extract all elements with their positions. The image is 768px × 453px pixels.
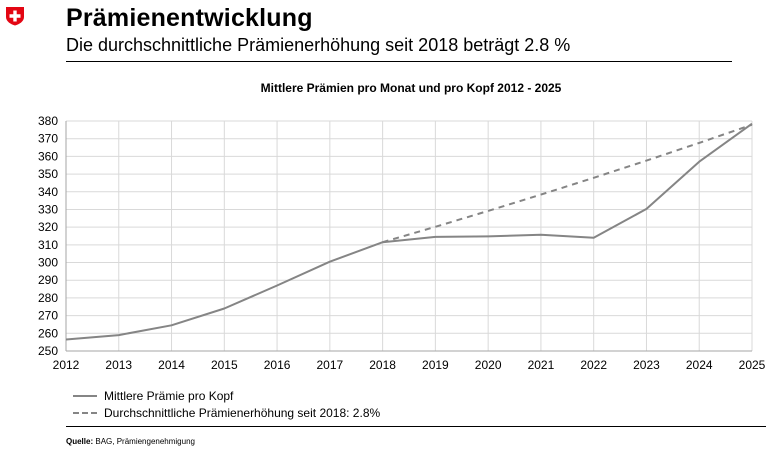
source-note: Quelle: BAG, Prämiengenehmigung — [66, 437, 195, 446]
y-tick-label: 310 — [38, 238, 58, 252]
legend-swatch-dashed — [73, 412, 97, 414]
chart-title: Mittlere Prämien pro Monat und pro Kopf … — [260, 81, 562, 95]
footer-divider — [66, 426, 766, 427]
x-tick-label: 2023 — [633, 358, 660, 372]
y-tick-label: 330 — [38, 202, 58, 216]
legend-item-mean-premium: Mittlere Prämie pro Kopf — [73, 389, 233, 403]
x-tick-label: 2021 — [528, 358, 555, 372]
page-subtitle: Die durchschnittliche Prämienerhöhung se… — [66, 35, 571, 55]
source-text: BAG, Prämiengenehmigung — [95, 437, 195, 446]
y-tick-label: 380 — [38, 114, 58, 128]
source-label: Quelle: — [66, 437, 94, 446]
swiss-cross-icon — [6, 7, 24, 26]
x-tick-label: 2022 — [580, 358, 607, 372]
y-tick-label: 250 — [38, 344, 58, 358]
series-line-average-increase — [382, 123, 753, 244]
x-tick-label: 2024 — [686, 358, 713, 372]
y-tick-label: 280 — [38, 291, 58, 305]
x-tick-label: 2016 — [264, 358, 291, 372]
x-tick-label: 2018 — [369, 358, 396, 372]
x-tick-label: 2020 — [475, 358, 502, 372]
x-tick-label: 2012 — [53, 358, 80, 372]
header-divider — [66, 61, 732, 62]
x-tick-label: 2014 — [158, 358, 185, 372]
x-tick-label: 2015 — [211, 358, 238, 372]
y-tick-label: 290 — [38, 273, 58, 287]
x-tick-label: 2013 — [105, 358, 132, 372]
line-chart: 250 260 270 280 290 300 310 320 330 340 350 360 370 3… — [38, 114, 766, 372]
series-line-mean-premium — [65, 122, 753, 341]
y-tick-label: 350 — [38, 167, 58, 181]
legend-label: Mittlere Prämie pro Kopf — [104, 389, 234, 403]
y-tick-label: 340 — [38, 185, 58, 199]
y-tick-label: 300 — [38, 256, 58, 270]
x-tick-label: 2017 — [316, 358, 343, 372]
y-tick-label: 260 — [38, 326, 58, 340]
y-tick-label: 320 — [38, 220, 58, 234]
y-tick-label: 270 — [38, 309, 58, 323]
page-title: Prämienentwicklung — [66, 4, 313, 32]
legend-item-average-increase: Durchschnittliche Prämienerhöhung seit 2… — [73, 406, 380, 420]
x-tick-label: 2025 — [739, 358, 766, 372]
y-tick-label: 370 — [38, 132, 58, 146]
x-tick-label: 2019 — [422, 358, 449, 372]
y-tick-label: 360 — [38, 149, 58, 163]
legend-swatch-solid — [73, 395, 97, 397]
legend-label: Durchschnittliche Prämienerhöhung seit 2… — [104, 406, 381, 420]
